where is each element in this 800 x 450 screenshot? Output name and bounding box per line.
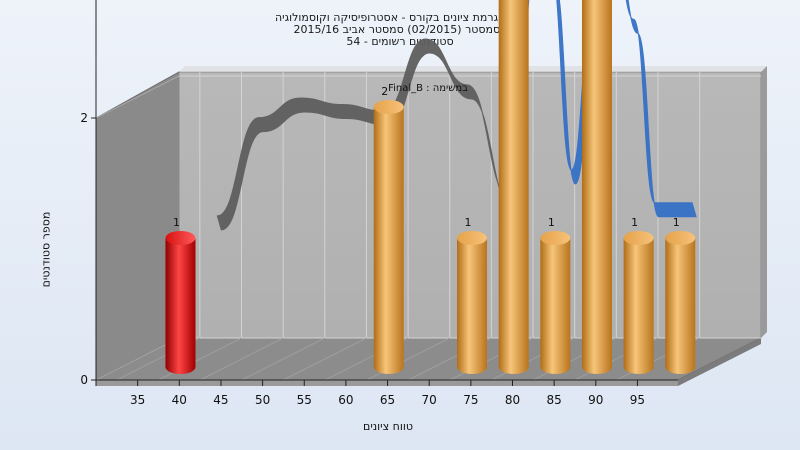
chart-title-line-1: היסטוגרמת ציונים בקורס - אסטרופיסיקה וקו… xyxy=(274,11,526,24)
bar xyxy=(457,238,488,374)
bar xyxy=(623,238,654,374)
bar-top xyxy=(540,231,571,245)
gridline-depth xyxy=(95,75,180,119)
floor-panel xyxy=(95,337,762,381)
x-tick-label: 50 xyxy=(255,393,270,407)
bar xyxy=(373,107,404,374)
bar-data-label: 1 xyxy=(465,216,472,229)
bar xyxy=(665,238,696,374)
bar-data-label: 1 xyxy=(631,216,638,229)
bar xyxy=(498,0,529,374)
bar-top xyxy=(165,231,196,245)
x-tick-label: 35 xyxy=(130,393,145,407)
task-title: במשימה : Final_B xyxy=(388,83,468,94)
x-tick-label: 60 xyxy=(338,393,353,407)
back-wall-bevel xyxy=(179,66,767,72)
x-tick-label: 70 xyxy=(422,393,437,407)
x-tick-label: 90 xyxy=(588,393,603,407)
x-tick-label: 75 xyxy=(463,393,478,407)
axes: 02435404550556065707580859095 xyxy=(80,0,678,407)
bar-top xyxy=(373,100,404,114)
bar-top xyxy=(665,231,696,245)
y-tick-label: 0 xyxy=(80,373,88,387)
x-tick-label: 80 xyxy=(505,393,520,407)
bar-top xyxy=(623,231,654,245)
bar-data-label: 2 xyxy=(381,85,388,98)
gridline-floor xyxy=(283,337,367,381)
x-tick-label: 65 xyxy=(380,393,395,407)
x-tick-label: 55 xyxy=(297,393,312,407)
back-wall-side xyxy=(761,66,767,338)
bar-top xyxy=(457,231,488,245)
trend-ribbon xyxy=(508,0,697,218)
x-axis-title: טווח ציונים xyxy=(363,420,413,433)
gridline-floor xyxy=(158,337,242,381)
bar-data-label: 1 xyxy=(173,216,180,229)
x-tick-label: 95 xyxy=(630,393,645,407)
floor-edge xyxy=(96,380,678,386)
y-tick-label: 2 xyxy=(80,111,88,125)
gridline-floor xyxy=(199,337,284,381)
gridline-floor xyxy=(366,337,450,381)
x-tick-label: 85 xyxy=(547,393,562,407)
bar-data-label: 1 xyxy=(548,216,555,229)
y-axis-title: מספר סטודנטים xyxy=(39,211,53,288)
chart-title-line-2: בסמסטר (02/2015) סמסטר אביב 2015/16 xyxy=(293,23,507,36)
gridline-floor xyxy=(241,337,326,381)
bar-series: 12131311 xyxy=(165,0,696,374)
bar xyxy=(581,0,612,374)
floor-side-edge xyxy=(678,338,761,386)
x-tick-label: 40 xyxy=(172,393,187,407)
bar xyxy=(165,238,196,374)
bar-data-label: 1 xyxy=(673,216,680,229)
gridline-depth xyxy=(95,337,180,381)
bar xyxy=(540,238,571,374)
x-tick-label: 45 xyxy=(213,393,228,407)
